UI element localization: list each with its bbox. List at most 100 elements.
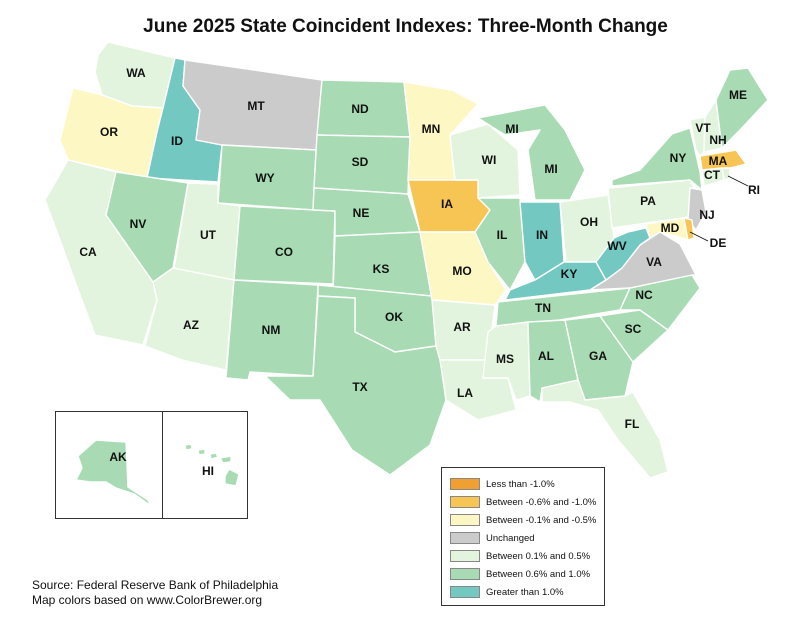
label-ND: ND — [351, 102, 369, 116]
legend-swatch — [450, 496, 480, 508]
state-DE[interactable] — [683, 217, 695, 241]
label-WY: WY — [255, 171, 274, 185]
leader-line-DE — [689, 231, 709, 242]
state-HI-island[interactable] — [197, 448, 206, 456]
legend-swatch — [450, 514, 480, 526]
label-RI: RI — [748, 183, 760, 197]
label-OH: OH — [580, 215, 598, 229]
label-CO: CO — [275, 245, 293, 259]
legend-swatch — [450, 532, 480, 544]
label-HI: HI — [202, 464, 214, 478]
label-IN: IN — [536, 228, 548, 242]
alaska-inset: AK — [55, 411, 163, 519]
legend-item-neg06-neg10: Between -0.6% and -1.0% — [450, 495, 596, 509]
state-HI-island[interactable] — [224, 468, 240, 487]
label-NC: NC — [635, 288, 653, 302]
state-HI-island[interactable] — [209, 452, 219, 460]
legend-label: Less than -1.0% — [486, 478, 555, 490]
label-AK: AK — [109, 450, 127, 464]
label-AR: AR — [453, 320, 471, 334]
label-TX: TX — [352, 380, 367, 394]
legend-label: Unchanged — [486, 532, 535, 544]
label-MT: MT — [247, 99, 265, 113]
label-IA: IA — [441, 197, 453, 211]
legend-item-lt-neg1: Less than -1.0% — [450, 477, 555, 491]
state-NJ[interactable] — [687, 187, 707, 231]
label-OK: OK — [385, 310, 403, 324]
legend-label: Between 0.6% and 1.0% — [486, 568, 591, 580]
label-CA: CA — [79, 245, 97, 259]
state-MA[interactable] — [699, 149, 747, 171]
state-HI-island[interactable] — [219, 455, 232, 464]
label-WV: WV — [607, 239, 626, 253]
label-MD: MD — [661, 221, 680, 235]
legend-item-neg01-neg05: Between -0.1% and -0.5% — [450, 513, 596, 527]
colors-credit-line: Map colors based on www.ColorBrewer.org — [32, 593, 263, 607]
hawaii-inset: HI — [162, 411, 248, 519]
leader-line-NJ — [699, 209, 704, 213]
state-VT[interactable] — [689, 116, 706, 157]
label-WA: WA — [126, 66, 146, 80]
state-TX[interactable] — [264, 295, 447, 476]
label-CT: CT — [704, 168, 721, 182]
label-NM: NM — [262, 323, 281, 337]
legend-swatch — [450, 478, 480, 490]
label-MI2: MI — [544, 162, 557, 176]
legend: Less than -1.0% Between -0.6% and -1.0% … — [441, 467, 605, 606]
state-MI[interactable] — [477, 104, 586, 201]
label-NV: NV — [130, 217, 147, 231]
label-OR: OR — [100, 125, 118, 139]
legend-label: Greater than 1.0% — [486, 586, 564, 598]
label-ME: ME — [729, 88, 747, 102]
legend-label: Between 0.1% and 0.5% — [486, 550, 591, 562]
label-MN: MN — [422, 122, 441, 136]
label-NY: NY — [670, 151, 687, 165]
state-NY[interactable] — [611, 127, 703, 191]
legend-item-gt1: Greater than 1.0% — [450, 585, 564, 599]
label-VT: VT — [695, 121, 711, 135]
label-VA: VA — [646, 255, 662, 269]
legend-label: Between -0.1% and -0.5% — [486, 514, 597, 526]
label-IL: IL — [497, 228, 508, 242]
label-MI: MI — [505, 122, 518, 136]
state-AK[interactable] — [75, 439, 152, 507]
state-FL[interactable] — [541, 379, 669, 479]
legend-swatch — [450, 550, 480, 562]
label-NJ: NJ — [699, 208, 714, 222]
state-HI-island[interactable] — [184, 443, 193, 451]
legend-item-unchanged: Unchanged — [450, 531, 535, 545]
label-NE: NE — [353, 206, 370, 220]
alaska-map: AK — [75, 439, 152, 507]
state-RI[interactable] — [721, 167, 731, 181]
map-title: June 2025 State Coincident Indexes: Thre… — [143, 16, 668, 37]
state-TN[interactable] — [495, 287, 631, 327]
label-ID: ID — [171, 134, 183, 148]
label-WI: WI — [482, 153, 497, 167]
label-TN: TN — [535, 301, 551, 315]
hawaii-map: HI — [184, 443, 240, 487]
legend-swatch — [450, 568, 480, 580]
label-PA: PA — [640, 194, 656, 208]
label-SC: SC — [625, 322, 642, 336]
state-WI[interactable] — [449, 123, 521, 199]
label-MA: MA — [709, 154, 728, 168]
label-SD: SD — [352, 155, 369, 169]
label-MS: MS — [496, 352, 514, 366]
legend-item-pos06-10: Between 0.6% and 1.0% — [450, 567, 590, 581]
legend-swatch — [450, 586, 480, 598]
source-note: Source: Federal Reserve Bank of Philadel… — [32, 578, 278, 608]
label-AZ: AZ — [183, 318, 199, 332]
label-FL: FL — [625, 417, 640, 431]
label-KY: KY — [561, 267, 578, 281]
label-LA: LA — [457, 386, 473, 400]
leader-line-RI — [727, 175, 749, 187]
legend-label: Between -0.6% and -1.0% — [486, 496, 597, 508]
label-NH: NH — [709, 133, 726, 147]
state-ME[interactable] — [715, 67, 769, 149]
label-AL: AL — [538, 349, 554, 363]
label-KS: KS — [373, 262, 390, 276]
label-MO: MO — [452, 264, 471, 278]
source-line: Source: Federal Reserve Bank of Philadel… — [32, 578, 279, 592]
legend-item-pos01-05: Between 0.1% and 0.5% — [450, 549, 590, 563]
